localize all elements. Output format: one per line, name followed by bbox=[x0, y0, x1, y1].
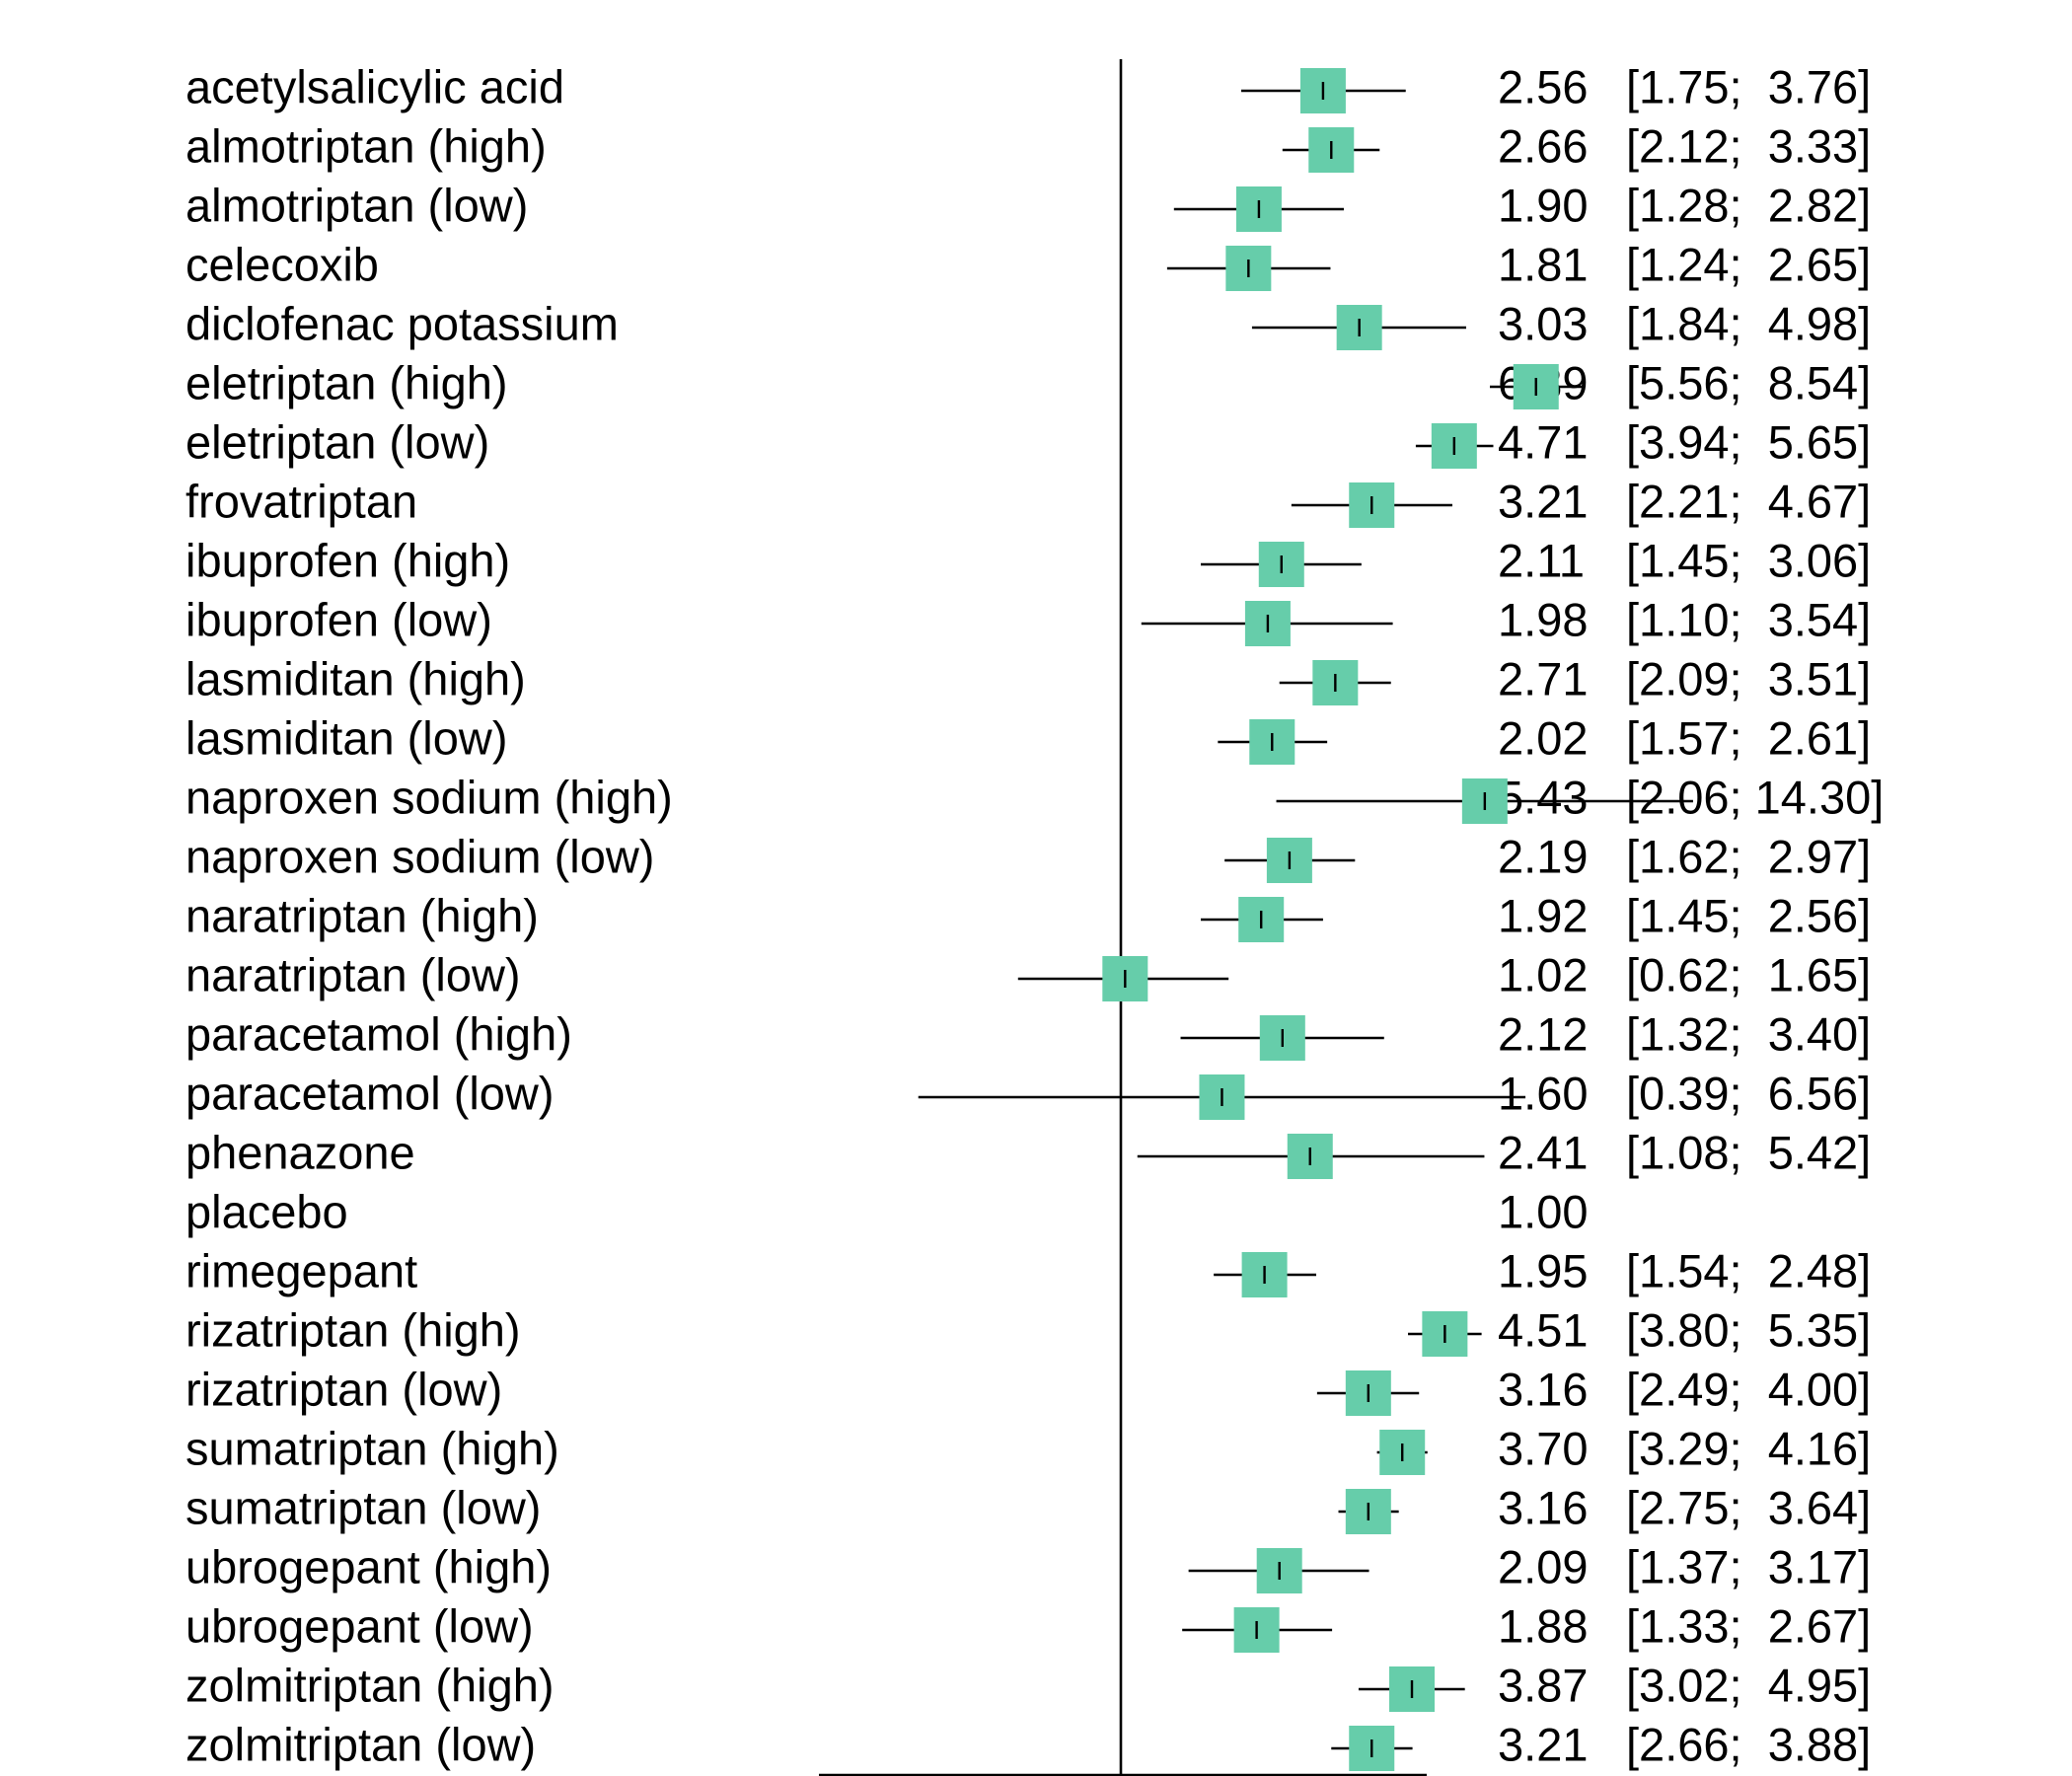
row-estimate-value: 1.88 bbox=[1498, 1599, 1588, 1652]
forest-rows: acetylsalicylic acid 2.56 [1.75; 3.76] almo… bbox=[185, 60, 1884, 1771]
row-label: ibuprofen (high) bbox=[185, 534, 510, 586]
row-estimate-value: 2.66 bbox=[1498, 119, 1588, 172]
row-label: zolmitriptan (low) bbox=[185, 1718, 536, 1770]
row-label: naproxen sodium (high) bbox=[185, 771, 673, 823]
row-estimate-value: 2.09 bbox=[1498, 1540, 1588, 1592]
row-label: paracetamol (low) bbox=[185, 1067, 555, 1119]
row-ci-value: [2.06; 14.30] bbox=[1626, 771, 1884, 823]
row-estimate-value: 2.12 bbox=[1498, 1007, 1588, 1060]
row-ci-value: [2.12; 3.33] bbox=[1626, 119, 1871, 172]
row-label: lasmiditan (high) bbox=[185, 652, 526, 704]
row-ci-value: [3.29; 4.16] bbox=[1626, 1422, 1871, 1474]
row-label: acetylsalicylic acid bbox=[185, 60, 564, 112]
row-label: naproxen sodium (low) bbox=[185, 830, 654, 882]
row-estimate-value: 1.81 bbox=[1498, 238, 1588, 290]
row-label: diclofenac potassium bbox=[185, 297, 619, 349]
row-ci-value: [1.75; 3.76] bbox=[1626, 60, 1871, 112]
row-label: zolmitriptan (high) bbox=[185, 1659, 555, 1711]
row-estimate-value: 3.16 bbox=[1498, 1363, 1588, 1415]
row-estimate-value: 3.03 bbox=[1498, 297, 1588, 349]
row-ci-value: [1.28; 2.82] bbox=[1626, 179, 1871, 231]
row-label: rimegepant bbox=[185, 1244, 417, 1296]
row-estimate-value: 5.43 bbox=[1498, 771, 1588, 823]
row-ci-value: [2.49; 4.00] bbox=[1626, 1363, 1871, 1415]
row-estimate-value: 3.21 bbox=[1498, 475, 1588, 527]
row-label: almotriptan (high) bbox=[185, 119, 547, 172]
row-label: paracetamol (high) bbox=[185, 1007, 572, 1060]
row-label: ubrogepant (low) bbox=[185, 1599, 534, 1652]
row-ci-value: [5.56; 8.54] bbox=[1626, 356, 1871, 408]
row-ci-value: [2.75; 3.64] bbox=[1626, 1481, 1871, 1533]
row-estimate-value: 3.70 bbox=[1498, 1422, 1588, 1474]
row-estimate-value: 2.41 bbox=[1498, 1126, 1588, 1178]
row-ci-value: [3.94; 5.65] bbox=[1626, 415, 1871, 468]
row-label: placebo bbox=[185, 1185, 348, 1237]
row-estimate-value: 1.98 bbox=[1498, 593, 1588, 645]
row-estimate-value: 3.87 bbox=[1498, 1659, 1588, 1711]
row-estimate-value: 1.90 bbox=[1498, 179, 1588, 231]
row-ci-value: [1.37; 3.17] bbox=[1626, 1540, 1871, 1592]
row-estimate-value: 1.02 bbox=[1498, 948, 1588, 1000]
row-label: eletriptan (high) bbox=[185, 356, 508, 408]
row-label: sumatriptan (high) bbox=[185, 1422, 559, 1474]
row-ci-value: [3.02; 4.95] bbox=[1626, 1659, 1871, 1711]
row-ci-value: [1.33; 2.67] bbox=[1626, 1599, 1871, 1652]
row-estimate-value: 2.56 bbox=[1498, 60, 1588, 112]
row-ci-value: [2.09; 3.51] bbox=[1626, 652, 1871, 704]
row-estimate-value: 1.95 bbox=[1498, 1244, 1588, 1296]
row-ci-value: [2.21; 4.67] bbox=[1626, 475, 1871, 527]
row-ci-value: [1.32; 3.40] bbox=[1626, 1007, 1871, 1060]
row-estimate-value: 4.51 bbox=[1498, 1303, 1588, 1356]
row-label: sumatriptan (low) bbox=[185, 1481, 541, 1533]
row-label: naratriptan (high) bbox=[185, 889, 539, 941]
row-ci-value: [1.84; 4.98] bbox=[1626, 297, 1871, 349]
row-estimate-value: 1.00 bbox=[1498, 1185, 1588, 1237]
row-ci-value: [1.08; 5.42] bbox=[1626, 1126, 1871, 1178]
row-label: rizatriptan (high) bbox=[185, 1303, 521, 1356]
row-estimate-value: 2.71 bbox=[1498, 652, 1588, 704]
row-estimate-value: 1.92 bbox=[1498, 889, 1588, 941]
row-label: eletriptan (low) bbox=[185, 415, 489, 468]
row-ci-value: [1.54; 2.48] bbox=[1626, 1244, 1871, 1296]
row-label: phenazone bbox=[185, 1126, 415, 1178]
row-estimate-value: 1.60 bbox=[1498, 1067, 1588, 1119]
row-ci-value: [2.66; 3.88] bbox=[1626, 1718, 1871, 1770]
row-ci-value: [0.39; 6.56] bbox=[1626, 1067, 1871, 1119]
row-label: rizatriptan (low) bbox=[185, 1363, 502, 1415]
row-ci-value: [1.24; 2.65] bbox=[1626, 238, 1871, 290]
row-ci-value: [1.10; 3.54] bbox=[1626, 593, 1871, 645]
row-label: ibuprofen (low) bbox=[185, 593, 492, 645]
row-ci-value: [1.45; 2.56] bbox=[1626, 889, 1871, 941]
row-ci-value: [1.62; 2.97] bbox=[1626, 830, 1871, 882]
row-label: celecoxib bbox=[185, 238, 379, 290]
row-ci-value: [3.80; 5.35] bbox=[1626, 1303, 1871, 1356]
row-label: naratriptan (low) bbox=[185, 948, 521, 1000]
row-ci-value: [1.57; 2.61] bbox=[1626, 711, 1871, 764]
row-ci-value: [1.45; 3.06] bbox=[1626, 534, 1871, 586]
row-label: frovatriptan bbox=[185, 475, 417, 527]
row-estimate-value: 3.21 bbox=[1498, 1718, 1588, 1770]
row-estimate-value: 4.71 bbox=[1498, 415, 1588, 468]
row-estimate-value: 3.16 bbox=[1498, 1481, 1588, 1533]
row-label: ubrogepant (high) bbox=[185, 1540, 552, 1592]
row-estimate-value: 2.02 bbox=[1498, 711, 1588, 764]
row-label: lasmiditan (low) bbox=[185, 711, 507, 764]
row-label: almotriptan (low) bbox=[185, 179, 528, 231]
row-estimate-value: 2.11 bbox=[1498, 534, 1585, 586]
row-estimate-value: 2.19 bbox=[1498, 830, 1588, 882]
row-ci-value: [0.62; 1.65] bbox=[1626, 948, 1871, 1000]
